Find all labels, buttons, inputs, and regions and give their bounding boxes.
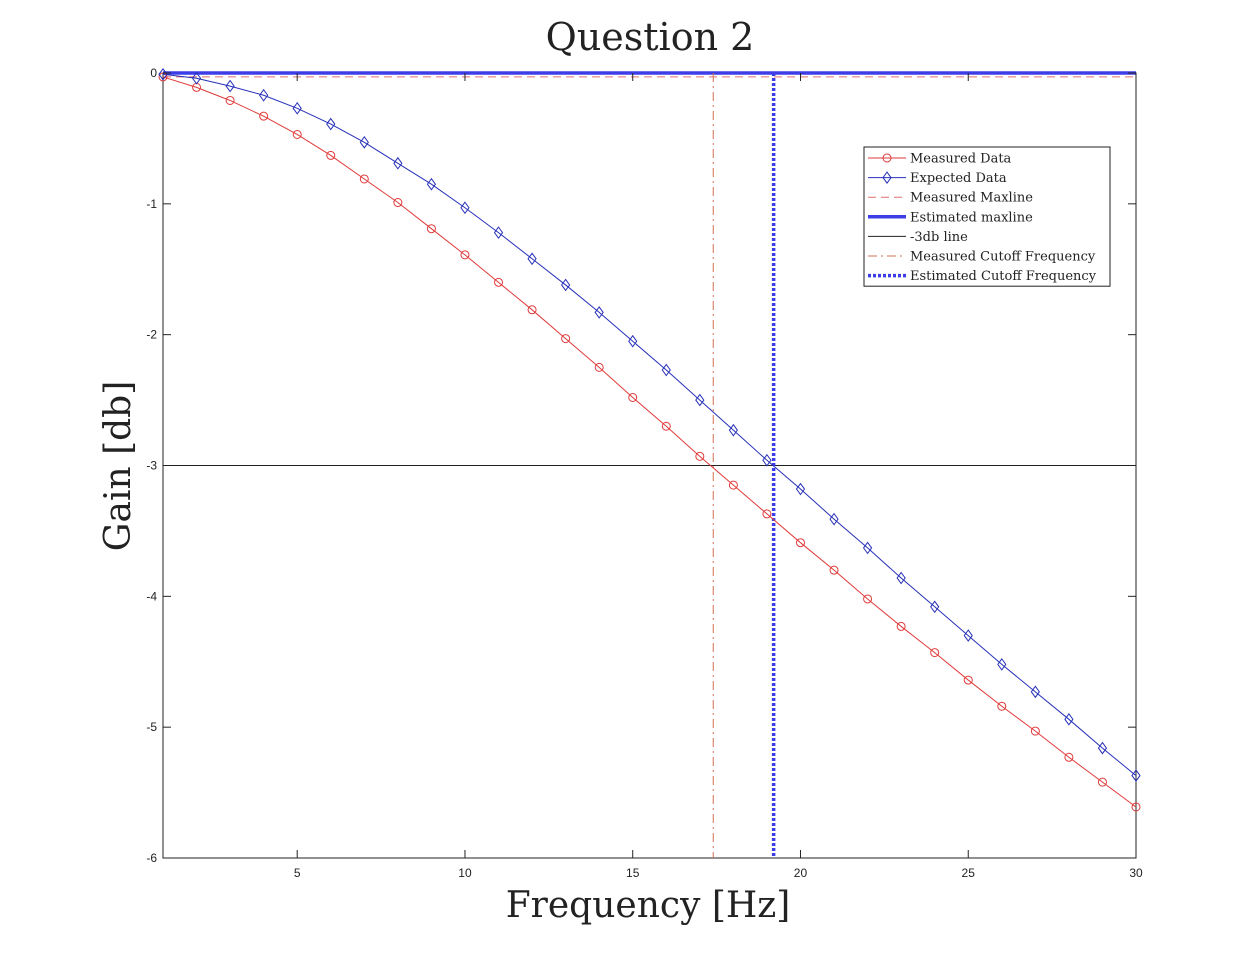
legend-marker-expected-data bbox=[882, 171, 892, 184]
legend-label-estimated-cutoff-frequency: Estimated Cutoff Frequency bbox=[910, 269, 1097, 284]
y-tick-label: -6 bbox=[146, 851, 157, 865]
data-point-expected-data bbox=[359, 135, 369, 149]
data-point-expected-data bbox=[963, 629, 973, 642]
series-lines bbox=[162, 73, 1137, 808]
data-point-measured-data bbox=[494, 277, 504, 287]
x-tick-label: 20 bbox=[794, 866, 808, 880]
data-point-measured-data bbox=[259, 111, 269, 121]
data-point-measured-data bbox=[896, 621, 906, 631]
data-point-expected-data bbox=[762, 453, 772, 467]
data-point-measured-data bbox=[326, 150, 336, 160]
legend-label--3db-line: -3db line bbox=[910, 230, 968, 245]
y-tick-label: -1 bbox=[146, 197, 157, 211]
data-point-measured-data bbox=[460, 250, 470, 260]
data-point-measured-data bbox=[527, 305, 537, 315]
data-point-measured-data bbox=[628, 392, 638, 402]
data-point-expected-data bbox=[158, 67, 168, 81]
data-point-measured-data bbox=[1097, 777, 1107, 787]
data-point-expected-data bbox=[426, 177, 437, 191]
data-point-measured-data bbox=[963, 675, 973, 685]
series-markers bbox=[158, 67, 1141, 812]
x-axis-label: Frequency [Hz] bbox=[506, 885, 791, 926]
data-point-expected-data bbox=[862, 541, 873, 555]
series-line-expected-data bbox=[162, 73, 1137, 776]
data-point-expected-data bbox=[1097, 741, 1108, 755]
legend-label-measured-maxline: Measured Maxline bbox=[910, 191, 1033, 206]
y-tick-label: 0 bbox=[150, 66, 157, 80]
series-line-measured-data bbox=[162, 76, 1137, 808]
data-point-measured-data bbox=[829, 565, 839, 575]
data-point-measured-data bbox=[1030, 726, 1040, 736]
legend-label-expected-data: Expected Data bbox=[910, 171, 1007, 186]
data-point-expected-data bbox=[326, 117, 336, 131]
data-point-measured-data bbox=[762, 509, 772, 519]
data-point-measured-data bbox=[795, 538, 805, 548]
x-tick-label: 25 bbox=[962, 866, 976, 880]
y-tick-label: -4 bbox=[146, 589, 157, 603]
data-point-measured-data bbox=[426, 224, 436, 234]
y-axis-ticks: 0 -1 -2 -3 -4 -5 -6 bbox=[146, 66, 1136, 865]
legend-marker-measured-data bbox=[882, 153, 892, 163]
data-point-measured-data bbox=[292, 129, 302, 139]
data-point-expected-data bbox=[292, 101, 302, 115]
x-tick-label: 15 bbox=[626, 866, 640, 880]
data-point-expected-data bbox=[594, 306, 604, 319]
data-point-expected-data bbox=[259, 88, 269, 102]
legend-label-measured-data: Measured Data bbox=[910, 152, 1012, 167]
data-point-expected-data bbox=[628, 334, 638, 348]
data-point-expected-data bbox=[225, 79, 235, 93]
chart-title: Question 2 bbox=[546, 15, 755, 59]
data-point-expected-data bbox=[661, 363, 671, 377]
x-tick-label: 5 bbox=[294, 866, 301, 880]
data-point-measured-data bbox=[359, 174, 369, 184]
y-tick-label: -5 bbox=[146, 720, 157, 734]
data-point-expected-data bbox=[695, 393, 705, 407]
data-point-measured-data bbox=[594, 362, 604, 372]
y-axis-label: Gain [db] bbox=[98, 381, 139, 552]
data-point-expected-data bbox=[795, 482, 806, 496]
data-point-measured-data bbox=[930, 648, 940, 658]
legend-label-estimated-maxline: Estimated maxline bbox=[910, 210, 1033, 225]
data-point-measured-data bbox=[1131, 802, 1141, 812]
data-point-expected-data bbox=[1131, 769, 1141, 782]
data-point-expected-data bbox=[997, 658, 1007, 671]
data-point-expected-data bbox=[1030, 685, 1040, 699]
data-point-expected-data bbox=[527, 252, 537, 266]
data-point-expected-data bbox=[930, 600, 940, 614]
y-tick-label: -3 bbox=[146, 459, 157, 473]
data-point-measured-data bbox=[997, 701, 1007, 711]
x-tick-label: 30 bbox=[1129, 866, 1143, 880]
data-point-measured-data bbox=[695, 451, 705, 461]
data-point-measured-data bbox=[225, 95, 235, 105]
data-point-expected-data bbox=[393, 156, 403, 170]
data-point-expected-data bbox=[191, 71, 202, 85]
data-point-measured-data bbox=[1064, 752, 1074, 762]
y-tick-label: -2 bbox=[146, 328, 157, 342]
data-point-expected-data bbox=[1064, 712, 1074, 726]
data-point-measured-data bbox=[863, 594, 873, 604]
data-point-measured-data bbox=[661, 421, 671, 431]
data-point-expected-data bbox=[561, 278, 571, 292]
legend-label-measured-cutoff-frequency: Measured Cutoff Frequency bbox=[910, 250, 1096, 265]
data-point-expected-data bbox=[829, 512, 839, 526]
x-axis-ticks: 5 10 15 20 25 30 bbox=[294, 73, 1143, 880]
data-point-measured-data bbox=[561, 334, 571, 344]
x-tick-label: 10 bbox=[458, 866, 472, 880]
legend: Measured Data Expected Data Measured Maxli… bbox=[863, 146, 1111, 287]
data-point-measured-data bbox=[728, 480, 738, 490]
data-point-expected-data bbox=[728, 423, 738, 437]
data-point-expected-data bbox=[896, 571, 906, 585]
data-point-expected-data bbox=[460, 201, 470, 215]
data-point-expected-data bbox=[493, 226, 504, 239]
data-point-measured-data bbox=[393, 198, 403, 208]
